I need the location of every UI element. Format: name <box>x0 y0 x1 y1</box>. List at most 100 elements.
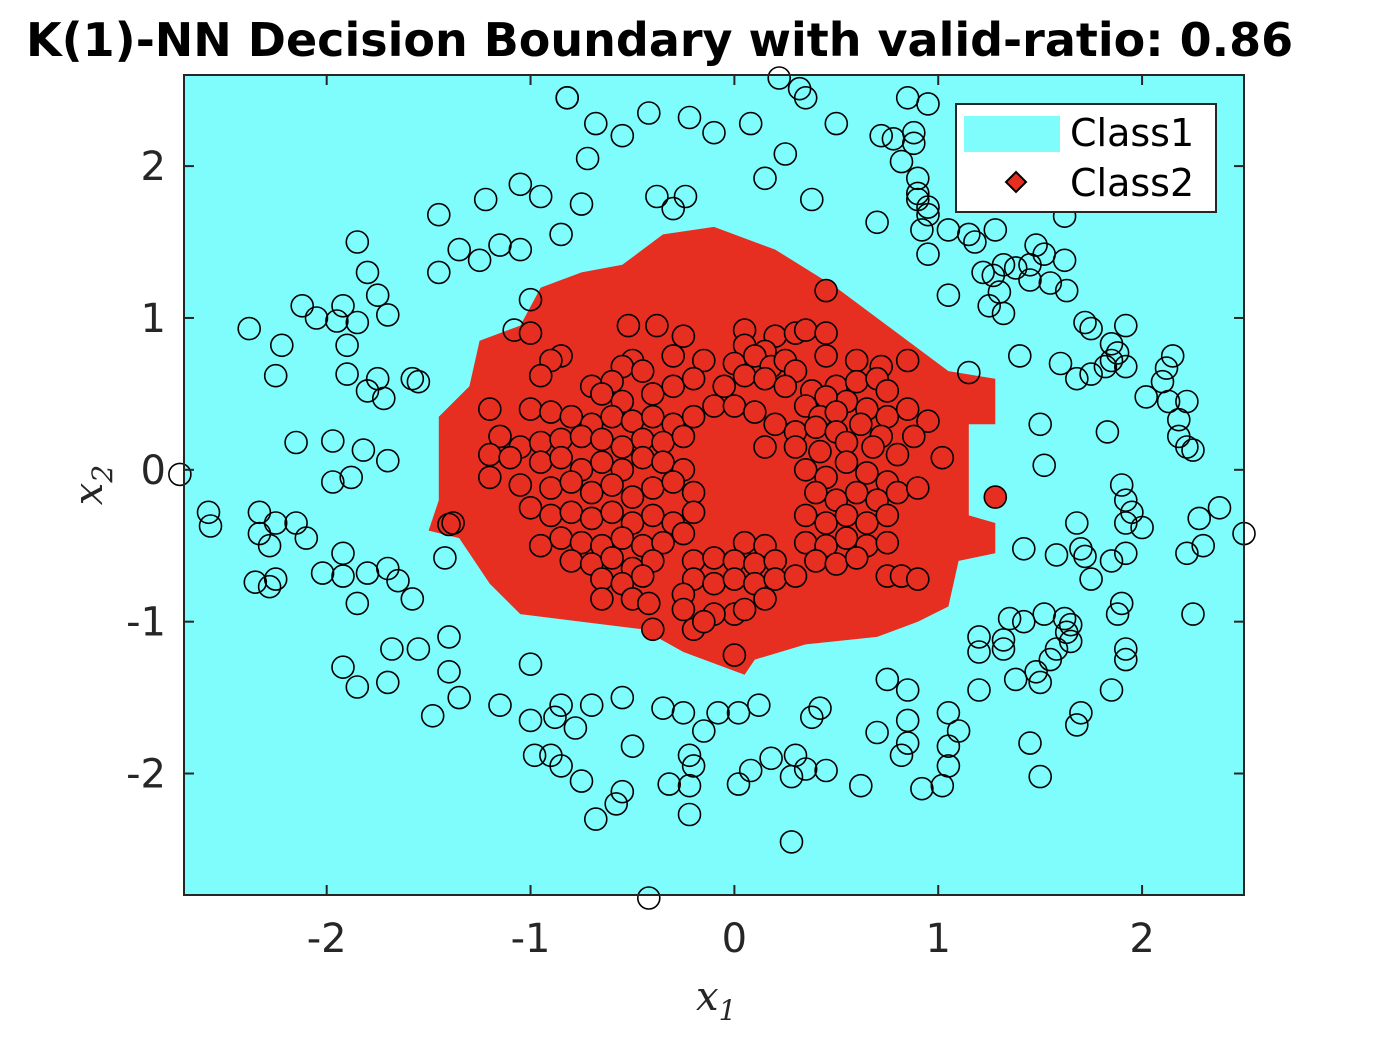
class1-point-141 <box>1065 713 1089 737</box>
y-axis-label-subscript: 2 <box>86 465 119 484</box>
class2-point-74 <box>901 424 926 449</box>
x-tick-label-0: -2 <box>307 916 347 962</box>
class2-point-124 <box>539 503 563 528</box>
class1-point-8 <box>575 146 600 171</box>
class1-point-121 <box>636 886 661 910</box>
class2-point-37 <box>712 374 737 399</box>
class2-point-119 <box>844 480 869 505</box>
class2-point-60 <box>600 404 624 429</box>
class1-point-35 <box>237 316 261 341</box>
y-axis-ticks: -2 -1 0 1 2 <box>126 144 1244 798</box>
class1-point-26 <box>355 260 380 285</box>
class2-point-179 <box>636 591 661 616</box>
class2-point-152 <box>559 549 584 573</box>
class1-point-25 <box>426 260 451 285</box>
class1-point-175 <box>1191 533 1215 558</box>
class1-point-139 <box>1028 764 1052 789</box>
class2-point-127 <box>600 500 624 525</box>
class1-point-234 <box>869 123 894 148</box>
class1-point-209 <box>1003 256 1028 280</box>
legend: Class1 Class2 <box>955 103 1217 213</box>
class1-point-91 <box>706 700 730 725</box>
class1-point-230 <box>865 210 889 235</box>
y-tick-label-2: 0 <box>141 448 166 494</box>
class2-point-121 <box>885 480 910 505</box>
class1-point-39 <box>263 363 288 388</box>
class1-point-200 <box>1079 316 1103 341</box>
class1-point-137 <box>1028 670 1052 695</box>
class2-point-32 <box>590 382 614 406</box>
class1-point-132 <box>936 734 961 759</box>
class2-point-54 <box>916 409 940 434</box>
class2-point-81 <box>610 435 635 459</box>
class2-point-29 <box>528 363 553 388</box>
class1-point-123 <box>895 678 920 702</box>
class2-point-103 <box>834 450 859 475</box>
class1-point-171 <box>1114 511 1138 535</box>
class1-point-120 <box>779 830 804 854</box>
class1-point-158 <box>1109 591 1134 616</box>
class1-point-34 <box>345 310 370 335</box>
class2-point-92 <box>498 445 523 470</box>
class2-point-123 <box>518 495 543 520</box>
class1-point-136 <box>1024 659 1048 684</box>
class2-point-132 <box>793 503 818 528</box>
class2-point-65 <box>702 394 726 418</box>
class1-point-172 <box>1130 515 1154 540</box>
class1-point-53 <box>196 500 221 525</box>
class1-point-85 <box>549 693 573 718</box>
class2-point-169 <box>702 571 726 596</box>
class1-point-108 <box>814 758 838 783</box>
class1-point-104 <box>681 754 706 778</box>
class1-point-184 <box>1167 407 1191 432</box>
class1-point-113 <box>657 772 682 796</box>
class2-point-43 <box>844 369 869 394</box>
x-axis-label-base: x <box>696 974 719 1020</box>
class1-point-84 <box>518 708 543 733</box>
class2-point-40 <box>773 374 798 399</box>
class2-point-70 <box>804 415 828 440</box>
class2-point-158 <box>702 546 726 570</box>
class2-point-0 <box>983 485 1008 509</box>
class2-point-99 <box>651 450 675 475</box>
class1-point-11 <box>528 184 553 209</box>
class1-point-223 <box>936 218 961 242</box>
class1-point-143 <box>1114 637 1138 661</box>
y-axis-label: x2 <box>66 465 119 505</box>
class1-point-105 <box>759 746 783 771</box>
class1-point-237 <box>889 149 914 174</box>
class2-point-149 <box>834 526 859 550</box>
class1-point-86 <box>579 693 604 718</box>
class1-point-203 <box>1007 344 1032 368</box>
class2-point-176 <box>905 567 930 591</box>
class1-point-162 <box>1079 567 1103 591</box>
class1-point-95 <box>808 696 832 721</box>
class2-point-35 <box>661 374 686 399</box>
class1-point-59 <box>294 526 319 550</box>
class1-point-109 <box>738 758 763 783</box>
class2-point-125 <box>559 500 584 525</box>
class1-point-32 <box>304 306 329 330</box>
class1-point-207 <box>1018 268 1042 292</box>
class2-point-115 <box>661 470 686 494</box>
class1-point-28 <box>365 283 390 308</box>
class1-point-18 <box>426 202 451 227</box>
class1-point-114 <box>677 773 702 798</box>
class1-point-23 <box>467 248 492 273</box>
class1-point-221 <box>963 230 987 254</box>
class2-point-109 <box>539 476 563 500</box>
class1-point-229 <box>905 181 930 206</box>
class1-point-101 <box>549 754 573 778</box>
class1-point-124 <box>865 720 889 745</box>
class2-point-112 <box>600 473 624 497</box>
class1-point-16 <box>569 192 594 216</box>
class1-point-46 <box>284 430 308 455</box>
class2-point-39 <box>753 366 777 391</box>
class2-point-17 <box>630 359 655 383</box>
class1-point-181 <box>1095 420 1120 444</box>
y-tick-label-1: -1 <box>126 600 166 646</box>
class1-point-77 <box>518 652 543 677</box>
class2-point-72 <box>848 412 873 437</box>
class1-point-168 <box>1109 473 1134 497</box>
class2-point-19 <box>691 348 716 373</box>
